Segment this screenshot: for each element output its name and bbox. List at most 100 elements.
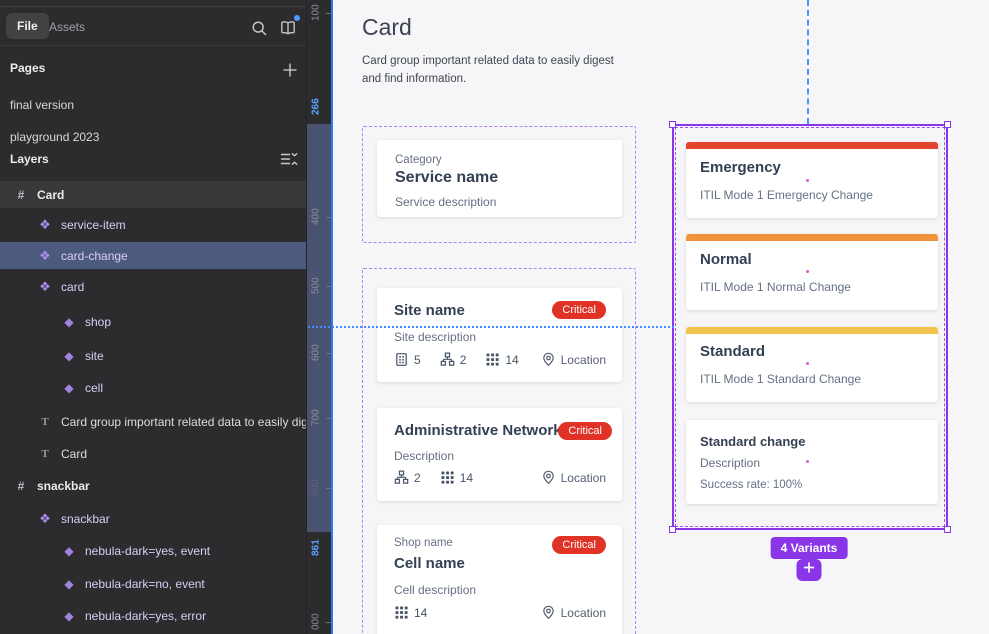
location-link[interactable]: Location bbox=[541, 352, 606, 367]
service-card[interactable]: Category Service name Service descriptio… bbox=[377, 140, 622, 217]
selection-handle[interactable] bbox=[669, 526, 676, 533]
network-count: 2 bbox=[459, 352, 467, 367]
ruler-tick bbox=[326, 622, 331, 623]
frame-icon: # bbox=[17, 478, 25, 493]
layer-label: cell bbox=[85, 380, 104, 395]
grid-cells-icon bbox=[394, 605, 409, 620]
layer-label: snackbar bbox=[37, 478, 90, 493]
selection-handle[interactable] bbox=[669, 121, 676, 128]
location-pin-icon bbox=[541, 470, 556, 485]
notification-dot bbox=[294, 15, 300, 21]
layer-label: Card group important related data to eas… bbox=[61, 414, 306, 429]
cell-card[interactable]: Shop name Critical Cell name Cell descri… bbox=[377, 525, 622, 634]
layer-row-text-description[interactable]: T Card group important related data to e… bbox=[0, 408, 306, 435]
component-boundary-service[interactable] bbox=[362, 126, 636, 243]
canvas-left-guide-line bbox=[331, 0, 333, 634]
location-link[interactable]: Location bbox=[541, 605, 606, 620]
variant-icon: ◆ bbox=[64, 348, 74, 363]
variant-card-normal[interactable]: Normal ITIL Mode 1 Normal Change bbox=[686, 234, 938, 310]
variant-icon: ◆ bbox=[64, 543, 74, 558]
layer-row-frame-card[interactable]: # Card bbox=[0, 181, 306, 208]
grid-cells-icon bbox=[440, 470, 455, 485]
card-stats: 5 2 14 Location bbox=[394, 352, 606, 367]
cell-count: 14 bbox=[459, 470, 474, 485]
variant-card-standard-change[interactable]: Standard change Description Success rate… bbox=[686, 420, 938, 504]
component-icon: ❖ bbox=[39, 216, 51, 232]
collapse-layers-icon[interactable] bbox=[280, 151, 300, 169]
layer-label: card-change bbox=[61, 248, 128, 263]
layer-row-service-item[interactable]: ❖ service-item bbox=[0, 211, 306, 238]
card-description: Service description bbox=[395, 195, 497, 209]
variants-count-badge[interactable]: 4 Variants bbox=[770, 537, 848, 559]
search-icon[interactable] bbox=[248, 17, 270, 39]
ruler-label: 800 bbox=[310, 479, 322, 497]
grid-cells-icon bbox=[485, 352, 500, 367]
component-icon: ❖ bbox=[39, 510, 51, 526]
layer-label: site bbox=[85, 348, 104, 363]
card-overline: Shop name bbox=[394, 537, 453, 549]
layer-label: snackbar bbox=[61, 511, 110, 526]
ruler-label: 400 bbox=[310, 208, 322, 226]
card-title: Service name bbox=[395, 169, 499, 186]
location-label: Location bbox=[560, 605, 606, 620]
variant-title: Standard change bbox=[700, 434, 806, 449]
layer-row-shop[interactable]: ◆ shop bbox=[0, 308, 306, 335]
site-card[interactable]: Site name Critical Site description 5 2 … bbox=[377, 288, 622, 382]
layer-row-card[interactable]: ❖ card bbox=[0, 273, 306, 300]
variant-card-standard[interactable]: Standard ITIL Mode 1 Standard Change bbox=[686, 327, 938, 402]
layer-row-card-change[interactable]: ❖ card-change bbox=[0, 242, 306, 269]
page-item-playground[interactable]: playground 2023 bbox=[10, 130, 100, 144]
variant-title: Standard bbox=[700, 343, 766, 360]
library-book-icon[interactable] bbox=[277, 15, 300, 39]
severity-bar bbox=[686, 327, 938, 334]
variant-set-selection[interactable]: Emergency ITIL Mode 1 Emergency Change N… bbox=[669, 121, 951, 533]
layers-header-bg bbox=[0, 146, 306, 180]
severity-bar bbox=[686, 142, 938, 149]
layer-label: Card bbox=[61, 446, 88, 461]
status-badge: Critical bbox=[558, 422, 612, 440]
variant-card-emergency[interactable]: Emergency ITIL Mode 1 Emergency Change bbox=[686, 142, 938, 218]
layers-header: Layers bbox=[10, 152, 49, 166]
component-set-boundary bbox=[675, 127, 945, 527]
page-title: Card bbox=[362, 14, 412, 40]
horizontal-dotted-guide bbox=[308, 326, 674, 328]
tab-file[interactable]: File bbox=[6, 13, 49, 39]
variant-guide-dot bbox=[806, 362, 809, 365]
layer-row-snackbar-component[interactable]: ❖ snackbar bbox=[0, 505, 306, 532]
ruler-tick bbox=[326, 353, 331, 354]
variant-icon: ◆ bbox=[64, 380, 74, 395]
divider bbox=[0, 45, 306, 46]
ruler-tick bbox=[326, 488, 331, 489]
tab-assets[interactable]: Assets bbox=[49, 20, 86, 34]
add-page-icon[interactable] bbox=[279, 59, 301, 81]
variant-guide-dot bbox=[806, 270, 809, 273]
variant-subtitle: ITIL Mode 1 Emergency Change bbox=[700, 188, 873, 202]
network-card[interactable]: Administrative Network Critical Descript… bbox=[377, 408, 622, 501]
variant-title: Normal bbox=[700, 251, 752, 268]
ruler-label: 700 bbox=[310, 409, 322, 427]
location-pin-icon bbox=[541, 605, 556, 620]
layer-row-frame-snackbar[interactable]: # snackbar bbox=[0, 472, 306, 499]
page-item-final-version[interactable]: final version bbox=[10, 98, 75, 112]
component-boundary-site[interactable] bbox=[362, 268, 636, 634]
layer-row-nebula-yes-event[interactable]: ◆ nebula-dark=yes, event bbox=[0, 537, 306, 564]
layer-row-nebula-yes-error[interactable]: ◆ nebula-dark=yes, error bbox=[0, 602, 306, 629]
layer-row-nebula-no-event[interactable]: ◆ nebula-dark=no, event bbox=[0, 570, 306, 597]
cell-count: 14 bbox=[414, 605, 428, 620]
top-divider bbox=[0, 6, 306, 7]
layer-row-cell[interactable]: ◆ cell bbox=[0, 374, 306, 401]
component-icon: ❖ bbox=[39, 247, 51, 263]
selection-handle[interactable] bbox=[944, 526, 951, 533]
layer-label: nebula-dark=no, event bbox=[85, 576, 205, 591]
location-link[interactable]: Location bbox=[541, 470, 606, 485]
selection-handle[interactable] bbox=[944, 121, 951, 128]
add-variant-button[interactable] bbox=[796, 559, 822, 581]
layer-label: nebula-dark=yes, error bbox=[85, 608, 207, 623]
ruler-selection-band bbox=[307, 124, 332, 532]
layer-row-site[interactable]: ◆ site bbox=[0, 342, 306, 369]
layer-row-text-card[interactable]: T Card bbox=[0, 440, 306, 467]
card-stats: 14 Location bbox=[394, 605, 606, 620]
building-icon bbox=[394, 352, 409, 367]
network-count: 2 bbox=[414, 470, 421, 485]
card-title: Administrative Network bbox=[394, 422, 562, 439]
